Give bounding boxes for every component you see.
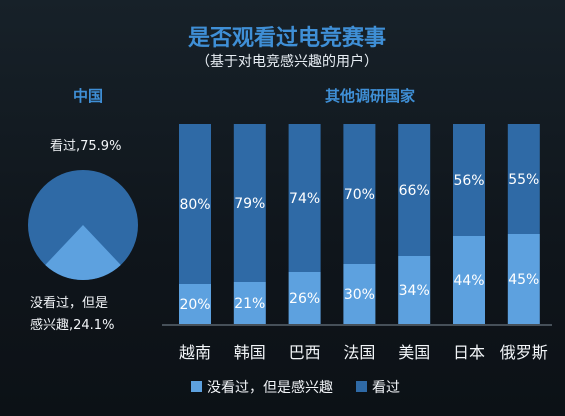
- bar-seen: [507, 124, 540, 234]
- bar-seen: [398, 124, 431, 256]
- category-label: 俄罗斯: [500, 343, 548, 362]
- bar-interested: [343, 264, 376, 324]
- category-label: 韩国: [234, 343, 266, 362]
- chart-subtitle: （基于对电竞感兴趣的用户）: [196, 53, 378, 70]
- data-label-interested: 34%: [399, 283, 430, 299]
- china-pie: [28, 170, 138, 281]
- legend-swatch-seen: [356, 381, 367, 392]
- stacked-bars: 80% 20% 79% 21% 74% 26% 70% 30% 66% 34% 56% 44% 55% 4…: [179, 124, 540, 324]
- data-label-seen: 56%: [453, 173, 484, 189]
- pie-label-seen: 看过,75.9%: [50, 138, 121, 154]
- data-label-seen: 70%: [344, 187, 375, 203]
- legend-swatch-interested: [191, 381, 202, 392]
- category-label: 美国: [398, 343, 430, 362]
- bar-seen: [233, 124, 266, 282]
- china-heading: 中国: [73, 87, 103, 105]
- bar-seen: [343, 124, 376, 264]
- data-label-seen: 66%: [399, 183, 430, 199]
- data-label-interested: 21%: [234, 296, 265, 312]
- other-countries-heading: 其他调研国家: [325, 87, 415, 105]
- data-label-interested: 45%: [508, 272, 539, 288]
- data-label-seen: 80%: [179, 197, 210, 213]
- data-label-interested: 30%: [344, 287, 375, 303]
- bar-interested: [288, 272, 321, 324]
- pie-label-interested-line1: 没看过，但是: [30, 295, 108, 311]
- category-label: 日本: [453, 343, 485, 362]
- bar-interested: [398, 256, 431, 324]
- data-label-interested: 20%: [179, 297, 210, 313]
- pie-slice-interested: [45, 225, 121, 281]
- bar-seen: [453, 124, 485, 236]
- legend-label-seen: 看过: [372, 380, 400, 396]
- category-label: 巴西: [289, 343, 321, 362]
- category-label: 法国: [343, 343, 375, 362]
- data-label-seen: 79%: [234, 196, 265, 212]
- bar-interested: [453, 236, 485, 324]
- bar-interested: [233, 282, 266, 324]
- bar-seen: [288, 124, 321, 272]
- data-label-seen: 55%: [508, 172, 539, 188]
- pie-label-interested-line2: 感兴趣,24.1%: [30, 317, 114, 333]
- bar-seen: [179, 124, 211, 284]
- category-label: 越南: [179, 343, 211, 362]
- chart-title: 是否观看过电竞赛事: [188, 25, 386, 51]
- category-labels: 越南 韩国 巴西 法国 美国 日本 俄罗斯: [179, 343, 548, 362]
- data-label-seen: 74%: [289, 191, 320, 207]
- legend-label-interested: 没看过，但是感兴趣: [207, 379, 333, 396]
- data-label-interested: 26%: [289, 291, 320, 307]
- bar-interested: [179, 284, 211, 324]
- bar-interested: [507, 234, 540, 324]
- data-label-interested: 44%: [453, 273, 484, 289]
